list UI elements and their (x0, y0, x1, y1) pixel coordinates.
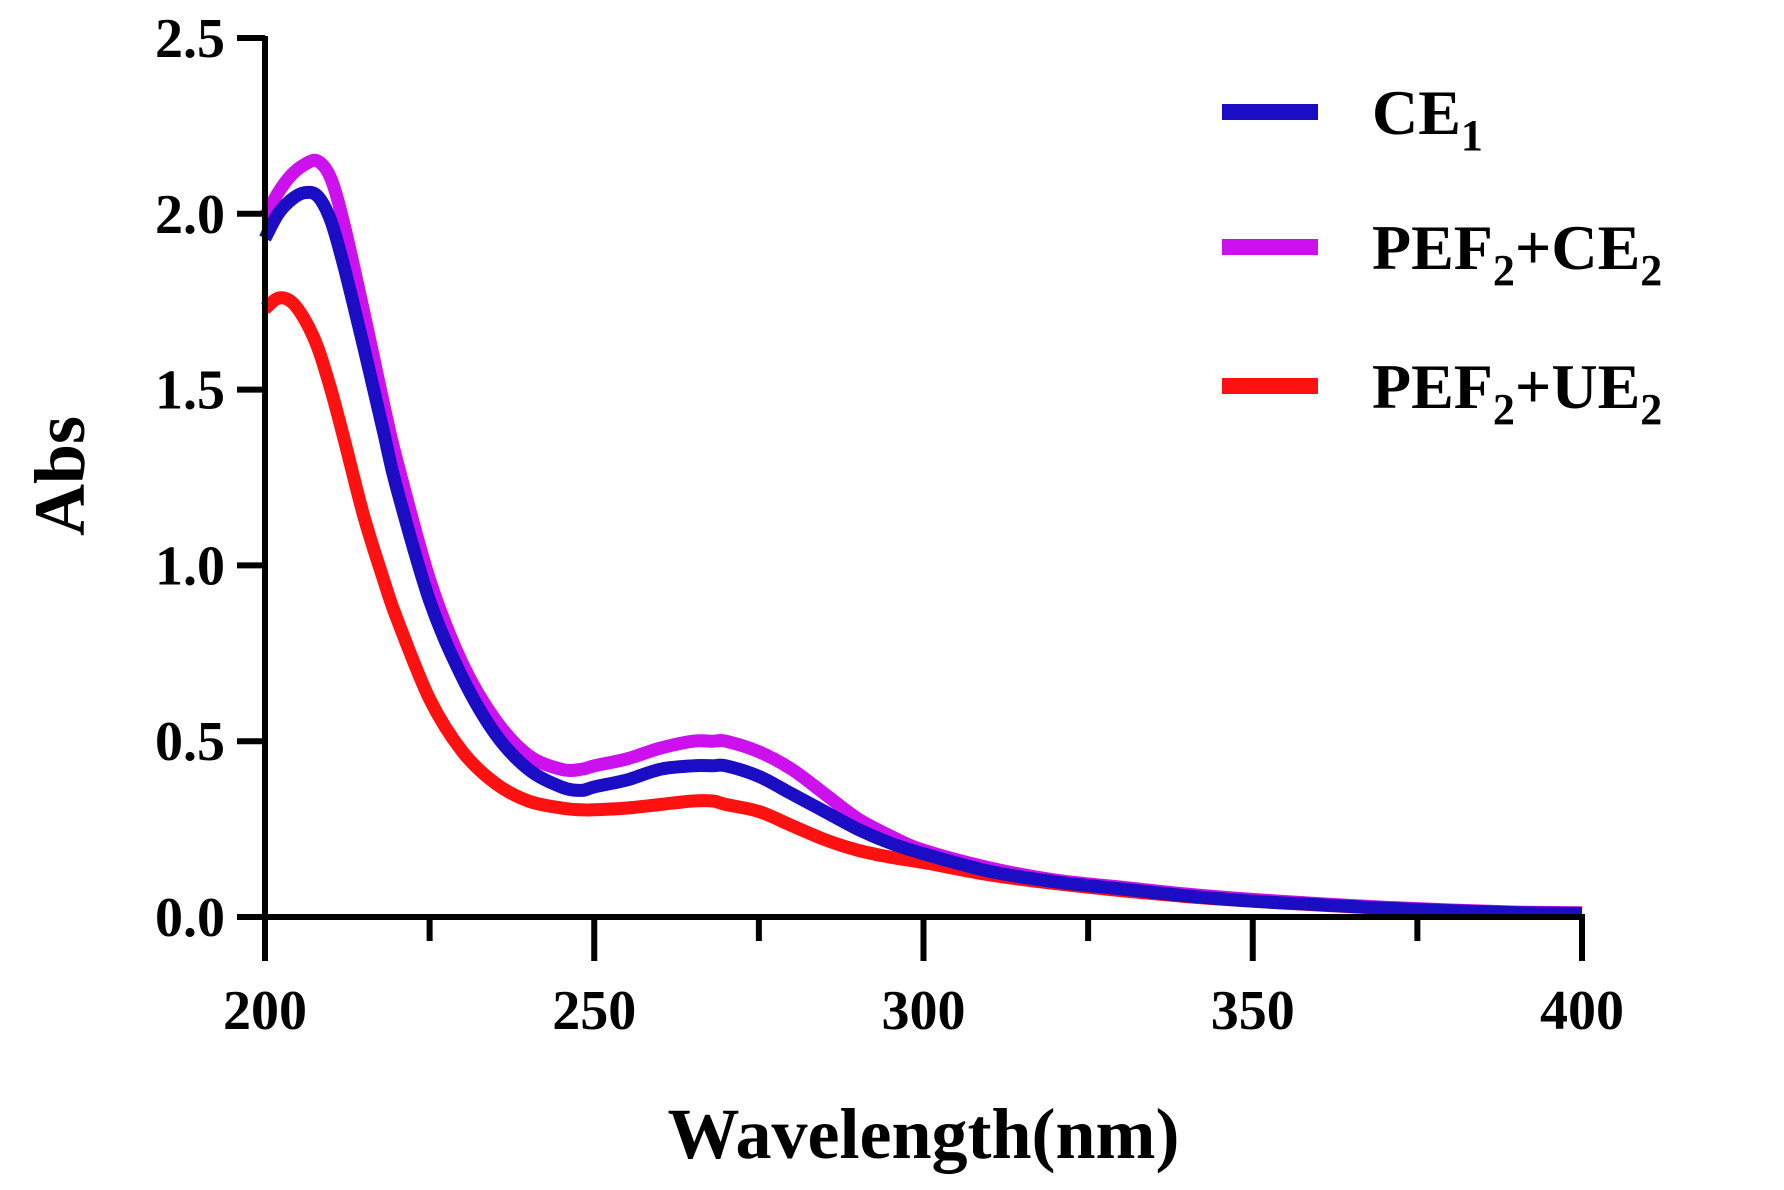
legend-label: PEF2+UE2 (1372, 351, 1662, 434)
x-axis-title: Wavelength(nm) (668, 1094, 1180, 1174)
y-axis-title: Abs (20, 416, 100, 536)
y-tick-label: 2.5 (155, 8, 225, 70)
x-tick-label: 250 (552, 980, 636, 1042)
series-line-ce1 (259, 185, 1583, 920)
y-tick-label: 0.0 (155, 887, 225, 949)
y-tick-label: 0.5 (155, 711, 225, 773)
series-layer (259, 153, 1583, 920)
axes-layer: 0.0 0.5 1.0 1.5 2.0 2.5 200 250 300 350 400 Wavelen… (20, 8, 1624, 1174)
legend: CE1 PEF2+CE2 PEF2+UE2 (1222, 77, 1662, 434)
y-tick-label: 1.5 (155, 360, 225, 422)
y-tick-label: 2.0 (155, 184, 225, 246)
legend-label: PEF2+CE2 (1372, 212, 1662, 295)
x-tick-label: 300 (882, 980, 966, 1042)
x-tick-label: 200 (223, 980, 307, 1042)
y-tick-label: 1.0 (155, 535, 225, 597)
x-tick-label: 400 (1540, 980, 1624, 1042)
legend-label: CE1 (1372, 77, 1483, 160)
x-tick-label: 350 (1211, 980, 1295, 1042)
